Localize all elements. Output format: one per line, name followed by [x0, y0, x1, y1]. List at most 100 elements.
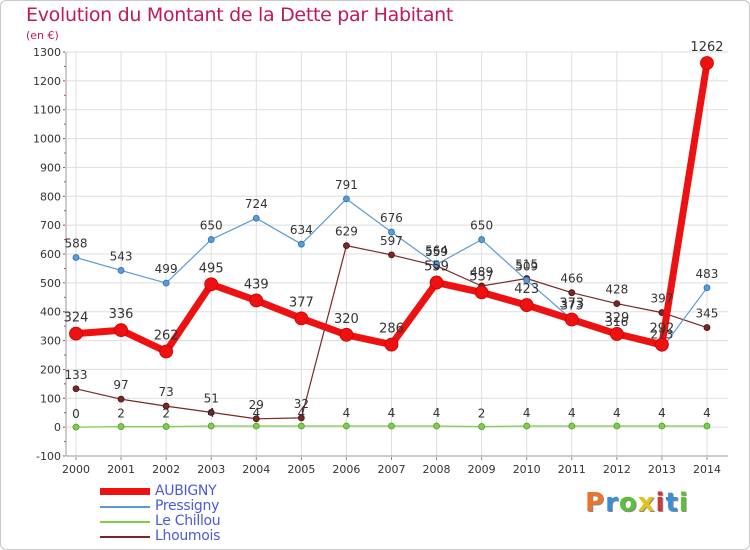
point-le-chillou	[568, 422, 576, 430]
point-lhoumois	[613, 300, 621, 308]
data-label-le-chillou: 0	[72, 407, 80, 421]
point-pressigny	[162, 279, 170, 287]
point-le-chillou	[433, 422, 440, 430]
data-label-pressigny: 724	[245, 197, 268, 211]
data-label-pressigny: 588	[65, 236, 88, 250]
point-aubigny	[339, 327, 354, 342]
chart-title: Evolution du Montant de la Dette par Hab…	[26, 4, 454, 26]
data-label-aubigny: 324	[64, 311, 89, 326]
point-le-chillou	[523, 422, 531, 430]
data-label-lhoumois: 73	[158, 385, 173, 399]
point-aubigny	[204, 277, 219, 292]
point-lhoumois	[117, 395, 125, 403]
data-label-le-chillou: 4	[613, 406, 621, 420]
data-label-le-chillou: 4	[703, 406, 711, 420]
data-label-lhoumois: 97	[113, 378, 128, 392]
logo-letter: i	[678, 488, 689, 518]
point-le-chillou	[117, 423, 125, 430]
legend-swatch-lhoumois	[100, 536, 150, 538]
point-pressigny	[523, 276, 531, 284]
y-tick-label: 700	[40, 219, 61, 232]
x-tick-label: 2000	[62, 463, 90, 476]
point-aubigny	[69, 326, 83, 341]
data-label-lhoumois: 133	[65, 368, 88, 382]
point-pressigny	[478, 236, 486, 243]
y-tick-label: 500	[40, 277, 61, 290]
data-label-lhoumois: 629	[335, 225, 358, 239]
data-label-pressigny: 499	[155, 262, 178, 276]
point-lhoumois	[343, 242, 350, 250]
data-label-le-chillou: 4	[298, 406, 306, 420]
data-label-aubigny: 262	[154, 329, 179, 344]
point-aubigny	[294, 311, 309, 326]
point-aubigny	[429, 275, 444, 290]
y-tick-label: 400	[40, 306, 61, 319]
series-lines	[69, 56, 714, 431]
point-le-chillou	[72, 423, 80, 431]
data-label-lhoumois: 466	[560, 272, 583, 286]
legend-swatch-pressigny	[100, 506, 150, 508]
x-tick-label: 2006	[332, 463, 360, 476]
x-tick-label: 2004	[242, 463, 270, 476]
y-tick-label: 100	[40, 392, 61, 405]
point-le-chillou	[478, 423, 486, 430]
data-label-le-chillou: 4	[523, 406, 531, 420]
logo-letter: r	[605, 488, 619, 518]
data-label-aubigny: 377	[289, 295, 314, 310]
data-label-pressigny: 316	[605, 315, 628, 329]
data-label-aubigny: 292	[649, 322, 674, 337]
data-label-le-chillou: 4	[658, 406, 666, 420]
point-lhoumois	[162, 402, 170, 410]
y-tick-label: -100	[36, 450, 61, 463]
x-tick-label: 2010	[513, 463, 541, 476]
data-label-le-chillou: 4	[207, 406, 215, 420]
y-tick-label: 1300	[33, 46, 61, 59]
y-tick-label: 300	[40, 335, 61, 348]
chart-subtitle: (en €)	[26, 29, 59, 42]
data-label-pressigny: 373	[560, 299, 583, 313]
point-le-chillou	[252, 422, 260, 430]
point-pressigny	[703, 284, 711, 292]
y-tick-label: 200	[40, 363, 61, 376]
point-lhoumois	[568, 289, 576, 297]
point-le-chillou	[613, 422, 621, 430]
data-label-le-chillou: 4	[343, 406, 351, 420]
point-aubigny	[249, 293, 264, 308]
point-aubigny	[114, 323, 128, 338]
data-label-le-chillou: 4	[252, 406, 260, 420]
data-label-aubigny: 559	[424, 260, 449, 275]
data-label-aubigny: 329	[604, 311, 629, 326]
logo-letter: i	[655, 488, 666, 518]
x-tick-label: 2014	[693, 463, 721, 476]
data-label-aubigny: 320	[334, 312, 359, 327]
data-label-pressigny: 509	[515, 259, 538, 273]
data-label-aubigny: 286	[379, 322, 404, 337]
logo-letter: o	[618, 488, 638, 518]
x-tick-label: 2011	[558, 463, 586, 476]
point-le-chillou	[343, 422, 350, 430]
point-le-chillou	[297, 422, 305, 430]
x-tick-label: 2009	[468, 463, 496, 476]
x-tick-label: 2013	[648, 463, 676, 476]
point-le-chillou	[658, 422, 666, 430]
data-label-le-chillou: 2	[117, 407, 125, 421]
point-le-chillou	[388, 422, 395, 430]
point-lhoumois	[72, 385, 80, 393]
point-aubigny	[159, 344, 174, 359]
y-tick-label: 1200	[33, 75, 61, 88]
point-pressigny	[343, 195, 350, 203]
legend-label-lhoumois: Lhoumois	[155, 528, 221, 544]
y-tick-label: 1000	[33, 133, 61, 146]
data-label-aubigny: 537	[469, 269, 494, 284]
data-label-pressigny: 273	[650, 327, 673, 341]
point-aubigny	[609, 327, 624, 341]
x-tick-label: 2007	[377, 463, 405, 476]
legend-label-aubigny: AUBIGNY	[155, 483, 217, 499]
data-label-lhoumois: 597	[380, 234, 403, 248]
axes: -100 0 100 200 300 400 500 600 700 800 900 1000 1100…	[33, 46, 728, 476]
y-tick-label: 1100	[33, 104, 61, 117]
point-aubigny	[474, 285, 489, 300]
data-label-pressigny: 676	[380, 211, 403, 225]
y-tick-label: 900	[40, 161, 61, 174]
